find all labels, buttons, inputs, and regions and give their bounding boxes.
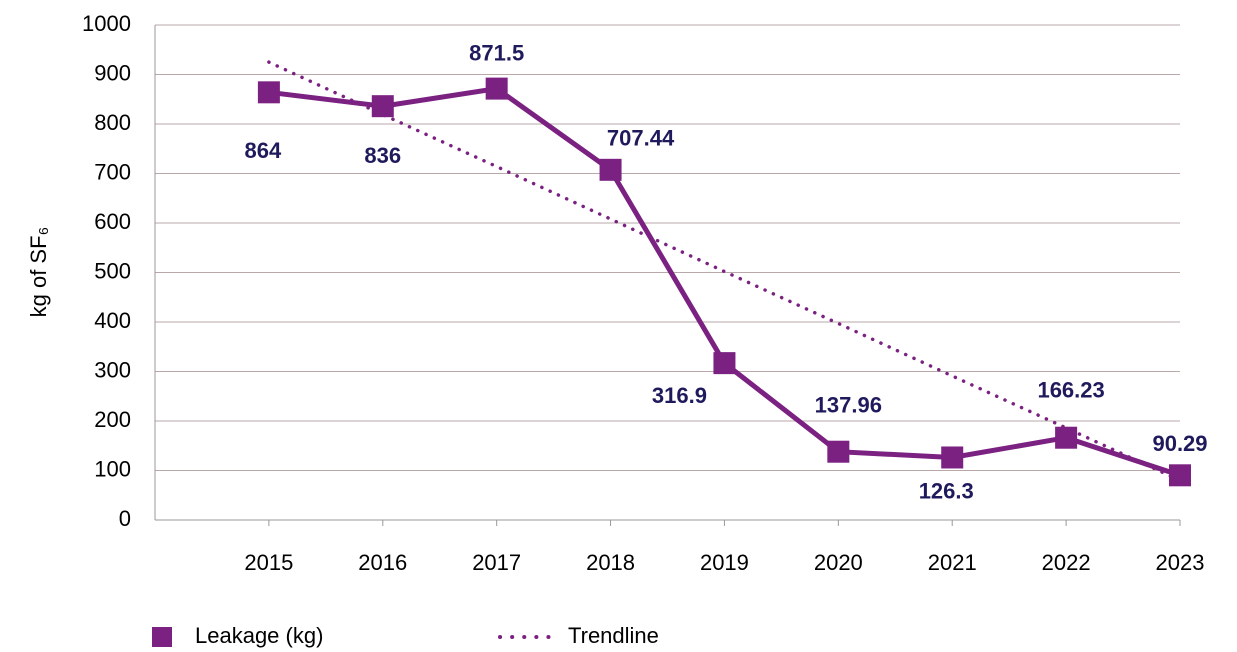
data-label: 166.23 [1037,378,1104,403]
marker [371,95,394,118]
marker [941,446,964,469]
marker [713,352,736,375]
y-tick-label: 700 [94,159,131,184]
data-label: 137.96 [815,393,882,418]
y-tick-label: 600 [94,209,131,234]
data-line [266,85,1183,478]
x-tick-label: 2023 [1156,550,1205,575]
legend-swatch [152,627,172,647]
marker [485,77,508,100]
marker [1055,426,1078,449]
data-label: 90.29 [1152,431,1207,456]
marker [599,158,622,181]
x-tick-label: 2022 [1042,550,1091,575]
legend-label: Trendline [568,623,659,648]
y-tick-label: 300 [94,357,131,382]
legend-label: Leakage (kg) [195,623,323,648]
y-tick-label: 800 [94,110,131,135]
y-tick-label: 500 [94,258,131,283]
x-tick-label: 2015 [244,550,293,575]
y-tick-label: 900 [94,60,131,85]
data-label: 707.44 [607,126,675,151]
data-label: 871.5 [469,40,524,65]
y-tick-label: 100 [94,456,131,481]
data-label: 836 [364,143,401,168]
data-label: 126.3 [919,478,974,503]
x-tick-label: 2020 [814,550,863,575]
marker [827,440,850,463]
data-label: 864 [245,138,282,163]
y-axis-label: kg of SF₆ [26,227,51,318]
x-tick-label: 2016 [358,550,407,575]
data-label: 316.9 [652,383,707,408]
marker [257,81,280,104]
y-tick-label: 400 [94,308,131,333]
x-tick-label: 2017 [472,550,521,575]
y-tick-label: 0 [119,506,131,531]
y-tick-label: 200 [94,407,131,432]
x-tick-label: 2019 [700,550,749,575]
y-tick-label: 1000 [82,11,131,36]
x-tick-label: 2018 [586,550,635,575]
marker [1169,464,1191,487]
x-tick-label: 2021 [928,550,977,575]
trendline [267,60,1182,483]
